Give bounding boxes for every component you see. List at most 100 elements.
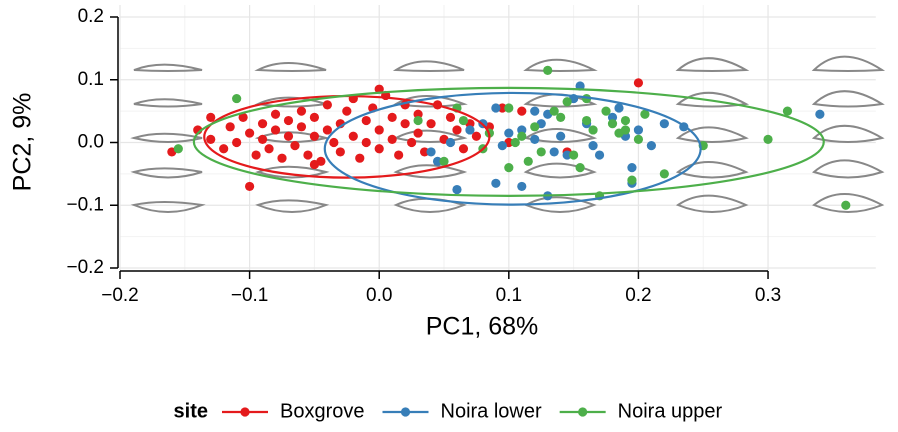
point	[445, 137, 456, 148]
point	[517, 106, 527, 116]
shape-outline	[675, 57, 750, 72]
point	[355, 153, 365, 163]
point	[387, 112, 397, 122]
point	[439, 156, 449, 166]
point	[257, 119, 268, 129]
point	[225, 122, 235, 132]
point	[419, 147, 430, 157]
point	[504, 103, 514, 113]
point	[633, 78, 644, 88]
point	[549, 147, 559, 157]
shape-outline	[393, 164, 468, 179]
point	[322, 100, 332, 110]
point	[413, 115, 423, 126]
point	[277, 153, 287, 163]
point	[581, 115, 592, 126]
point	[620, 125, 631, 135]
point	[517, 181, 527, 192]
point	[614, 103, 624, 113]
point	[588, 125, 598, 135]
legend-key-point	[400, 407, 411, 417]
point	[556, 112, 566, 122]
shape-outline	[254, 62, 327, 72]
point	[232, 137, 242, 148]
point	[238, 112, 248, 122]
point	[607, 119, 618, 129]
point	[245, 128, 255, 138]
point	[407, 137, 417, 148]
point	[257, 134, 268, 144]
point	[232, 93, 242, 104]
y-tick-label: 0.1	[78, 69, 104, 90]
shape-outline	[523, 162, 597, 179]
shape-outline	[133, 98, 203, 108]
point	[569, 150, 579, 160]
x-tick-label: −0.2	[101, 285, 139, 306]
y-axis-title: PC2, 9%	[9, 93, 37, 192]
legend-label: Noira upper	[618, 400, 723, 422]
shape-outline	[812, 193, 885, 213]
marks	[167, 65, 851, 210]
point	[620, 115, 631, 126]
legend-label: Noira lower	[441, 400, 542, 422]
point	[465, 125, 475, 135]
shape-outline	[675, 161, 749, 179]
y-tick-label: 0.0	[78, 132, 104, 153]
point	[575, 163, 585, 173]
point	[264, 144, 274, 154]
point	[815, 109, 825, 119]
point	[445, 112, 456, 122]
shape-outline	[393, 129, 468, 143]
point	[348, 131, 358, 141]
point	[562, 97, 572, 107]
shape-outline	[393, 197, 467, 213]
point	[588, 141, 598, 151]
point	[601, 106, 611, 116]
legend-key-point	[578, 407, 588, 417]
point	[413, 128, 423, 138]
point	[549, 106, 559, 116]
point	[543, 65, 553, 75]
legend-label: Boxgrove	[280, 400, 365, 422]
shape-outline	[811, 90, 885, 108]
point	[432, 156, 443, 166]
point	[296, 106, 307, 116]
shape-outline	[811, 159, 885, 179]
point	[283, 115, 294, 126]
shape-outline	[675, 91, 750, 108]
shape-outline	[393, 95, 468, 108]
confidence-ellipse	[192, 86, 825, 197]
point	[530, 122, 540, 132]
point	[504, 163, 514, 173]
y-tick-label: −0.2	[66, 257, 104, 278]
point	[841, 200, 851, 210]
point	[530, 106, 540, 116]
shape-outline	[254, 165, 330, 179]
shape-outline	[130, 132, 203, 143]
point	[374, 144, 384, 154]
shape-outline	[255, 199, 330, 213]
point	[309, 159, 320, 170]
point	[562, 150, 572, 160]
point	[245, 181, 255, 192]
shape-outline	[523, 58, 598, 72]
point	[458, 115, 469, 126]
point	[497, 103, 507, 113]
point	[219, 144, 229, 154]
y-tick-label: −0.1	[66, 194, 104, 215]
point	[497, 141, 507, 151]
point	[523, 156, 533, 166]
point	[335, 147, 345, 157]
point	[296, 122, 307, 132]
point	[303, 150, 313, 160]
point	[627, 175, 637, 185]
point	[206, 112, 216, 122]
point	[627, 163, 637, 173]
point	[387, 134, 397, 144]
point	[491, 178, 501, 188]
point	[640, 109, 650, 119]
shape-outlines	[130, 55, 886, 213]
point	[782, 106, 793, 116]
point	[173, 144, 183, 154]
